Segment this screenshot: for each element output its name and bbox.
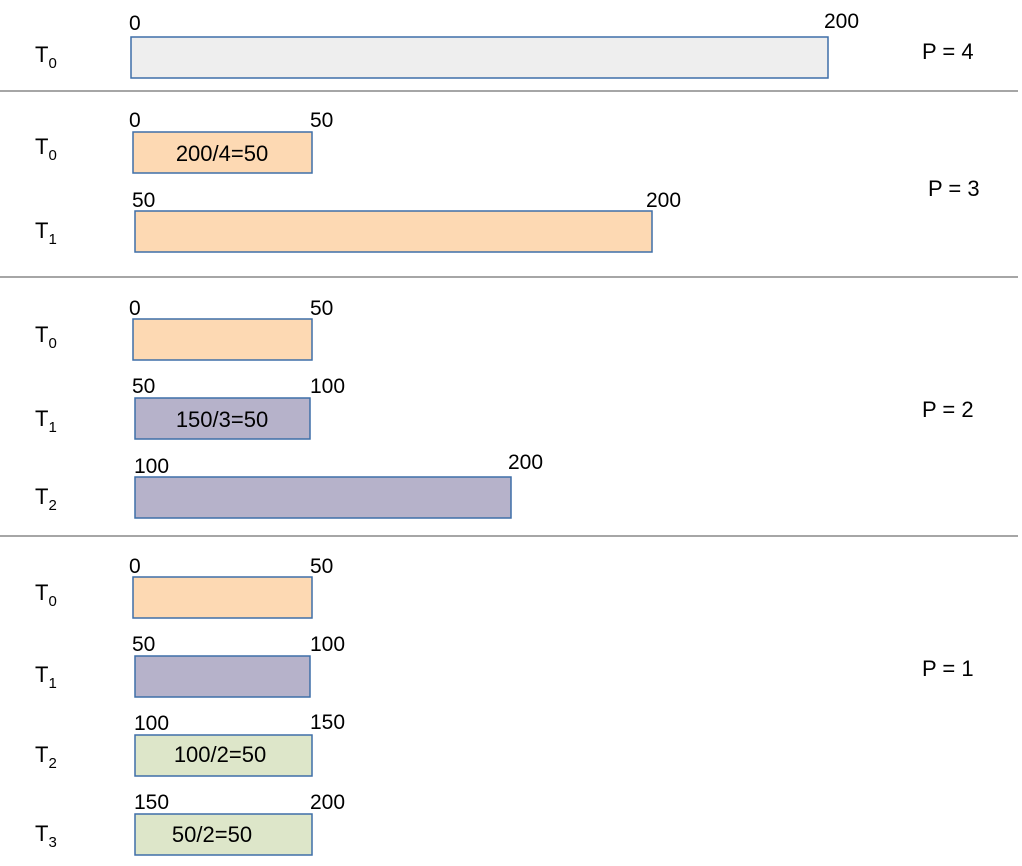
range-end-label: 50 bbox=[310, 109, 333, 132]
p-label: P = 3 bbox=[928, 176, 980, 201]
range-end-label: 200 bbox=[646, 189, 681, 212]
thread-subscript: 0 bbox=[48, 55, 56, 72]
thread-label: T2 bbox=[35, 484, 57, 514]
range-start-label: 0 bbox=[129, 109, 141, 132]
partition-bar bbox=[134, 813, 313, 856]
range-end-label: 200 bbox=[310, 791, 345, 814]
thread-label: T0 bbox=[35, 42, 57, 72]
thread-row: T0 0 50 bbox=[35, 297, 333, 361]
thread-subscript: 0 bbox=[48, 593, 56, 610]
range-end-label: 200 bbox=[508, 451, 543, 474]
partition-bar bbox=[132, 131, 313, 174]
section-p1: P = 1 T0 0 50 T1 50 100 T2 100/2=50 100 … bbox=[35, 555, 974, 856]
partition-bar bbox=[134, 476, 512, 519]
partition-bar bbox=[134, 210, 653, 253]
thread-label: T1 bbox=[35, 662, 57, 692]
thread-label: T0 bbox=[35, 580, 57, 610]
partition-bar bbox=[132, 318, 313, 361]
range-end-label: 50 bbox=[310, 555, 333, 578]
partition-bar bbox=[130, 36, 829, 79]
bar-text: 150/3=50 bbox=[176, 407, 268, 432]
p-label: P = 4 bbox=[922, 39, 974, 64]
range-start-label: 0 bbox=[129, 297, 141, 320]
range-end-label: 100 bbox=[310, 375, 345, 398]
thread-subscript: 2 bbox=[48, 497, 56, 514]
range-start-label: 50 bbox=[132, 633, 155, 656]
bar-text: 200/4=50 bbox=[176, 141, 268, 166]
thread-row: T0 200/4=50 0 50 bbox=[35, 109, 333, 174]
bar-text: 50/2=50 bbox=[172, 822, 252, 847]
thread-label: T1 bbox=[35, 218, 57, 248]
thread-row: T2 100/2=50 100 150 bbox=[35, 711, 345, 777]
thread-row: T0 0 200 bbox=[35, 10, 859, 79]
partition-bar bbox=[134, 655, 311, 698]
range-end-label: 150 bbox=[310, 711, 345, 734]
range-start-label: 50 bbox=[132, 375, 155, 398]
thread-subscript: 1 bbox=[48, 419, 56, 436]
bar-text: 100/2=50 bbox=[174, 742, 266, 767]
thread-subscript: 1 bbox=[48, 675, 56, 692]
thread-subscript: 0 bbox=[48, 335, 56, 352]
thread-row: T1 50 200 bbox=[35, 189, 681, 253]
range-start-label: 50 bbox=[132, 189, 155, 212]
partition-bar bbox=[134, 734, 313, 777]
p-label: P = 1 bbox=[922, 656, 974, 681]
thread-row: T3 50/2=50 150 200 bbox=[35, 791, 345, 856]
range-start-label: 100 bbox=[134, 455, 169, 478]
partition-bar bbox=[132, 576, 313, 619]
thread-row: T0 0 50 bbox=[35, 555, 333, 619]
range-end-label: 100 bbox=[310, 633, 345, 656]
range-start-label: 100 bbox=[134, 712, 169, 735]
range-start-label: 0 bbox=[129, 555, 141, 578]
section-p2: P = 2 T0 0 50 T1 150/3=50 50 100 T2 100 … bbox=[35, 297, 974, 519]
p-label: P = 2 bbox=[922, 397, 974, 422]
range-end-label: 50 bbox=[310, 297, 333, 320]
thread-subscript: 2 bbox=[48, 755, 56, 772]
thread-label: T2 bbox=[35, 742, 57, 772]
thread-row: T1 50 100 bbox=[35, 633, 345, 698]
thread-label: T3 bbox=[35, 821, 57, 851]
thread-label: T1 bbox=[35, 406, 57, 436]
range-start-label: 150 bbox=[134, 791, 169, 814]
partition-bar bbox=[134, 397, 311, 440]
section-p3: P = 3 T0 200/4=50 0 50 T1 50 200 bbox=[35, 109, 980, 253]
range-end-label: 200 bbox=[824, 10, 859, 33]
thread-row: T2 100 200 bbox=[35, 451, 543, 519]
thread-row: T1 150/3=50 50 100 bbox=[35, 375, 345, 440]
thread-subscript: 1 bbox=[48, 231, 56, 248]
thread-label: T0 bbox=[35, 322, 57, 352]
thread-subscript: 0 bbox=[48, 147, 56, 164]
range-start-label: 0 bbox=[129, 12, 141, 35]
thread-subscript: 3 bbox=[48, 834, 56, 851]
section-p4: P = 4 T0 0 200 bbox=[35, 10, 974, 79]
thread-label: T0 bbox=[35, 134, 57, 164]
